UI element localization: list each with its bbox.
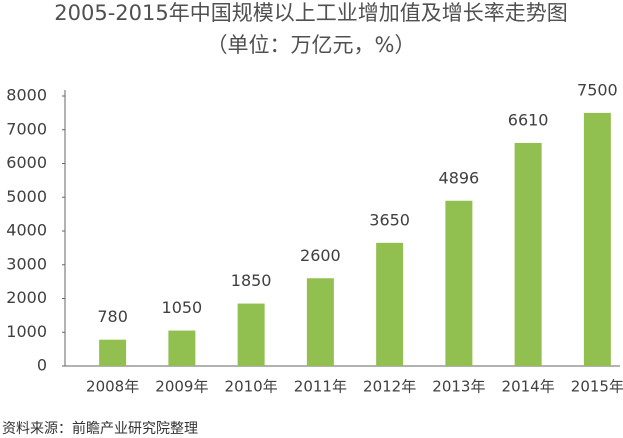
value-label: 1850 xyxy=(231,271,272,290)
chart-subtitle: （单位：万亿元，%） xyxy=(207,33,416,57)
bar xyxy=(306,278,334,366)
bar xyxy=(237,303,265,366)
value-label: 2600 xyxy=(300,246,341,265)
x-tick-label: 2014年 xyxy=(502,378,555,396)
value-label: 1050 xyxy=(162,298,203,317)
y-tick-label: 7000 xyxy=(6,119,47,138)
x-tick-label: 2009年 xyxy=(155,378,208,396)
y-tick-label: 5000 xyxy=(6,187,47,206)
value-label: 780 xyxy=(97,307,128,326)
value-label: 6610 xyxy=(508,110,549,129)
bar xyxy=(445,200,473,366)
x-tick-label: 2013年 xyxy=(432,378,485,396)
x-tick-label: 2010年 xyxy=(225,378,278,396)
y-tick-label: 6000 xyxy=(6,153,47,172)
x-tick-label: 2015年 xyxy=(571,378,623,396)
y-tick-label: 3000 xyxy=(6,254,47,273)
bar xyxy=(168,330,196,366)
y-tick-label: 1000 xyxy=(6,322,47,341)
bar xyxy=(583,112,611,366)
x-tick-label: 2011年 xyxy=(294,378,347,396)
bar xyxy=(376,242,404,366)
value-label: 7500 xyxy=(577,80,618,99)
y-tick-label: 4000 xyxy=(6,221,47,240)
chart-title: 2005-2015年中国规模以上工业增加值及增长率走势图 xyxy=(54,1,567,25)
bar xyxy=(99,339,127,366)
y-tick-label: 2000 xyxy=(6,288,47,307)
y-tick-label: 0 xyxy=(37,356,47,375)
y-tick-label: 8000 xyxy=(6,86,47,105)
value-label: 3650 xyxy=(369,210,410,229)
source-note: 资料来源：前瞻产业研究院整理 xyxy=(2,420,198,437)
x-tick-label: 2008年 xyxy=(86,378,139,396)
value-label: 4896 xyxy=(439,168,480,187)
bar xyxy=(514,142,542,366)
x-tick-label: 2012年 xyxy=(363,378,416,396)
